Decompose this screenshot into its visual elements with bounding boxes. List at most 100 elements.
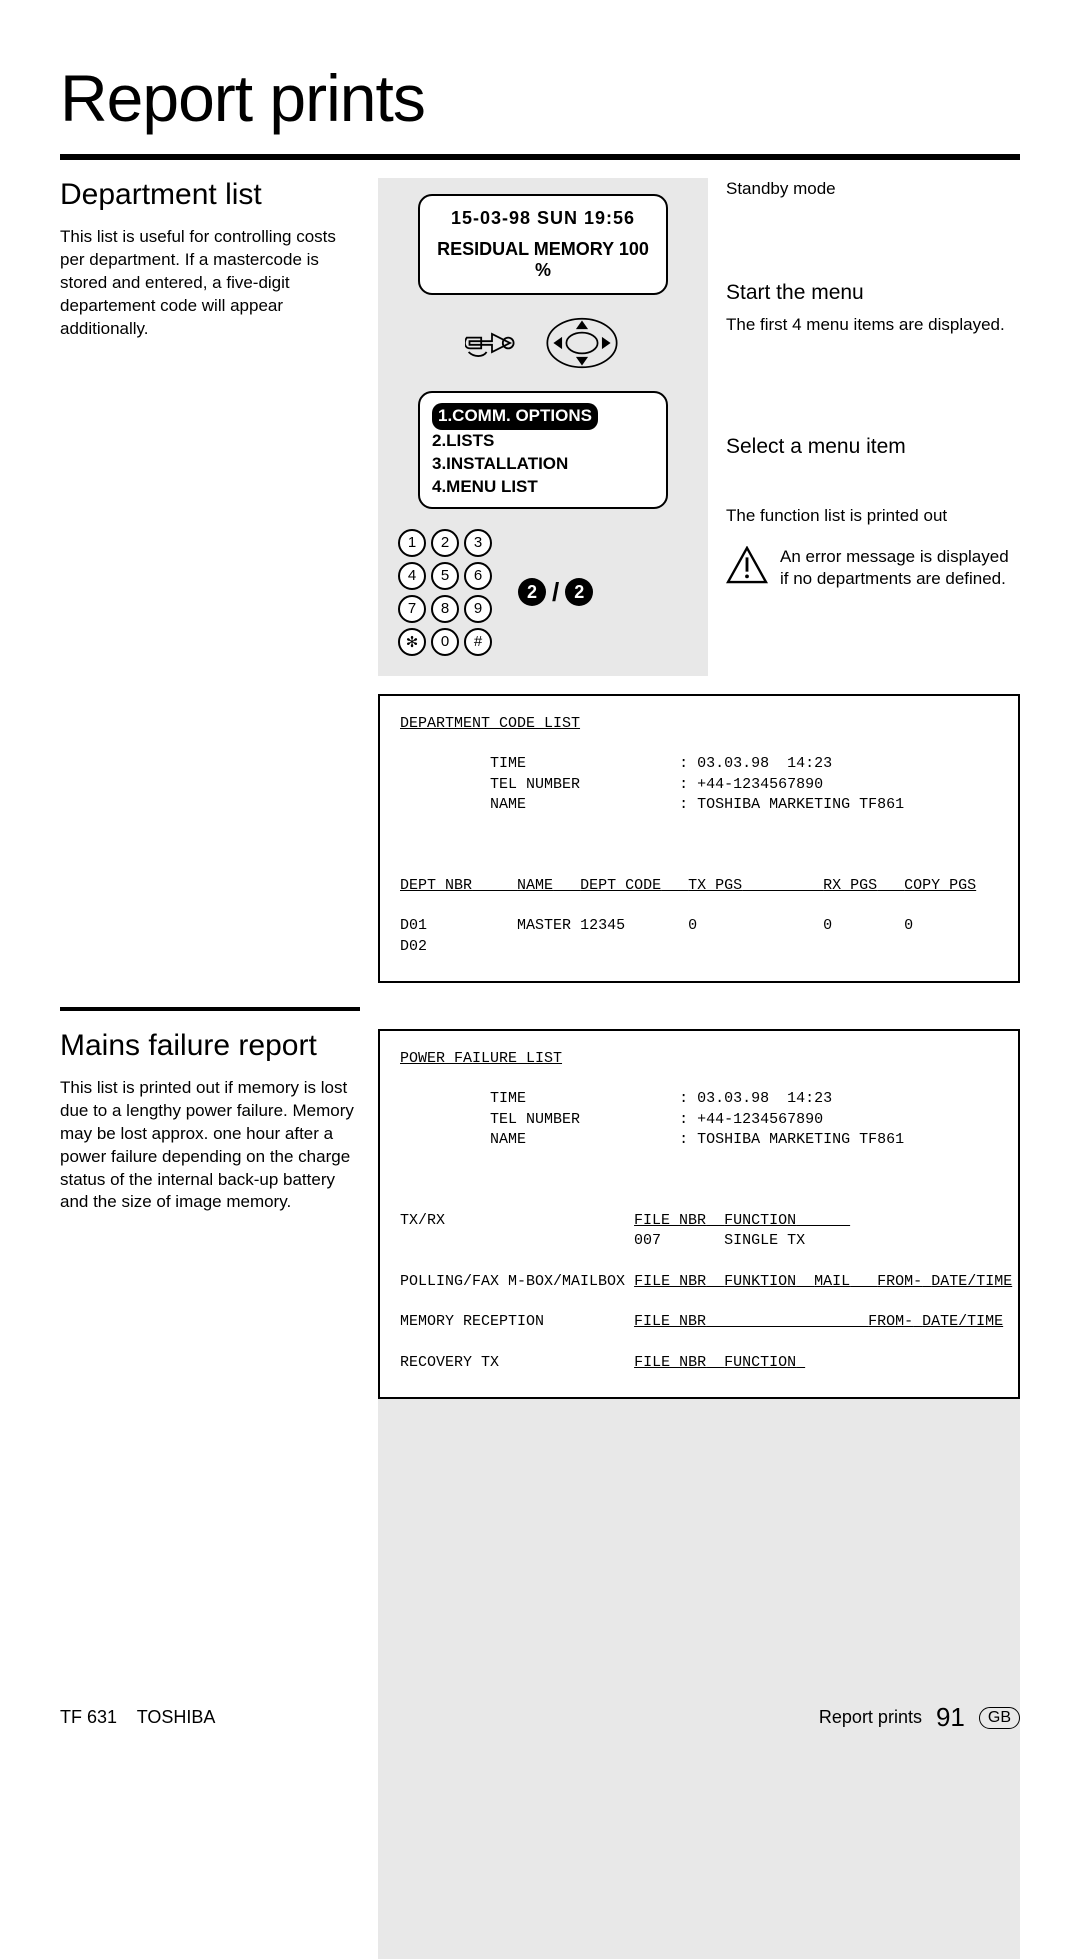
printout-dept-list: DEPARTMENT CODE LIST TIME : 03.03.98 14:…	[378, 694, 1020, 983]
divider-mid	[60, 1007, 360, 1011]
footer-brand: TOSHIBA	[137, 1707, 216, 1727]
start-menu-body: The first 4 menu items are displayed.	[726, 315, 1020, 335]
lcd-line2: RESIDUAL MEMORY 100 %	[434, 239, 652, 281]
footer-locale-badge: GB	[979, 1707, 1020, 1729]
section1-heading: Department list	[60, 178, 360, 212]
p2-r1l: TX/RX	[400, 1212, 445, 1229]
p1-name-v: : TOSHIBA MARKETING TF861	[679, 796, 904, 813]
p2-r2c3: MAIL	[814, 1273, 850, 1290]
keypad-3: 3	[464, 529, 492, 557]
p2-r1c2: FUNCTION	[724, 1212, 796, 1229]
p1-time-v: : 03.03.98 14:23	[679, 755, 832, 772]
p1-title: DEPARTMENT CODE LIST	[400, 715, 580, 732]
keypad: 1 2 3 4 5 6 7 8 9 ✻ 0 #	[398, 529, 492, 656]
p1-r1t: 0	[688, 917, 697, 934]
keypad-hash: #	[464, 628, 492, 656]
footer-model: TF 631	[60, 1707, 117, 1727]
section1-middle: 15-03-98 SUN 19:56 RESIDUAL MEMORY 100 %	[378, 178, 708, 676]
p2-r4c1: FILE NBR	[634, 1354, 706, 1371]
p2-r2c4: FROM-	[877, 1273, 922, 1290]
p2-r4c2: FUNCTION	[724, 1354, 796, 1371]
p1-c2: NAME	[517, 877, 553, 894]
p2-r3c1: FILE NBR	[634, 1313, 706, 1330]
p1-time-l: TIME	[490, 755, 526, 772]
menu-item-1: 1.COMM. OPTIONS	[432, 403, 598, 430]
p2-r2c2: FUNKTION	[724, 1273, 796, 1290]
section1-right: Standby mode Start the menu The first 4 …	[726, 178, 1020, 590]
printout-power-failure: POWER FAILURE LIST TIME : 03.03.98 14:23…	[378, 1029, 1020, 1399]
p1-c3: DEPT CODE	[580, 877, 661, 894]
keypad-0: 0	[431, 628, 459, 656]
keypad-5: 5	[431, 562, 459, 590]
step-num-a: 2	[518, 578, 546, 606]
step-num-b: 2	[565, 578, 593, 606]
section1-left: Department list This list is useful for …	[60, 178, 360, 341]
p1-r1n: MASTER	[517, 917, 571, 934]
p1-r2d: D02	[400, 938, 427, 955]
pointing-hand-icon	[465, 321, 519, 365]
p1-c1: DEPT NBR	[400, 877, 472, 894]
select-item-body: The function list is printed out	[726, 505, 1020, 528]
menu-item-2: 2.LISTS	[432, 431, 494, 450]
p2-r2c1: FILE NBR	[634, 1273, 706, 1290]
p1-c5: RX PGS	[823, 877, 877, 894]
p1-c6: COPY PGS	[904, 877, 976, 894]
section2-heading: Mains failure report	[60, 1029, 360, 1063]
p1-r1r: 0	[823, 917, 832, 934]
p2-time-l: TIME	[490, 1090, 526, 1107]
keypad-8: 8	[431, 595, 459, 623]
select-item-head: Select a menu item	[726, 435, 1020, 459]
p1-r1c: 12345	[580, 917, 625, 934]
dpad-icon	[543, 315, 621, 371]
divider-thick	[60, 154, 1020, 160]
menu-item-4: 4.MENU LIST	[432, 477, 538, 496]
warning-text: An error message is displayed if no depa…	[780, 546, 1020, 590]
p1-tel-v: : +44-1234567890	[679, 776, 823, 793]
p1-r1cp: 0	[904, 917, 913, 934]
printout2-wrap: POWER FAILURE LIST TIME : 03.03.98 14:23…	[378, 1029, 1020, 1959]
p1-c4: TX PGS	[688, 877, 742, 894]
p2-r1v1: 007	[634, 1232, 661, 1249]
p2-name-v: : TOSHIBA MARKETING TF861	[679, 1131, 904, 1148]
section2-left: Mains failure report This list is printe…	[60, 1029, 360, 1215]
gray-fill	[378, 1399, 1020, 1959]
p2-r2c5: DATE/TIME	[931, 1273, 1012, 1290]
keypad-star: ✻	[398, 628, 426, 656]
p1-r1d: D01	[400, 917, 427, 934]
menu-item-3: 3.INSTALLATION	[432, 454, 568, 473]
warning-icon	[726, 546, 768, 584]
lcd-line1: 15-03-98 SUN 19:56	[434, 208, 652, 229]
keypad-4: 4	[398, 562, 426, 590]
lcd-menu: 1.COMM. OPTIONS 2.LISTS 3.INSTALLATION 4…	[418, 391, 668, 509]
footer-page-number: 91	[936, 1702, 965, 1733]
keypad-2: 2	[431, 529, 459, 557]
page-title: Report prints	[60, 60, 1020, 136]
p2-name-l: NAME	[490, 1131, 526, 1148]
p2-r2l: POLLING/FAX M-BOX/MAILBOX	[400, 1273, 625, 1290]
standby-label: Standby mode	[726, 178, 1020, 201]
p2-r3c5: DATE/TIME	[922, 1313, 1003, 1330]
start-menu-head: Start the menu	[726, 281, 1020, 305]
page-footer: TF 631 TOSHIBA Report prints 91 GB	[60, 1702, 1020, 1733]
p1-name-l: NAME	[490, 796, 526, 813]
p2-r3c4: FROM-	[868, 1313, 913, 1330]
p2-time-v: : 03.03.98 14:23	[679, 1090, 832, 1107]
step-sequence: 2 / 2	[518, 577, 593, 608]
keypad-6: 6	[464, 562, 492, 590]
keypad-1: 1	[398, 529, 426, 557]
lcd-standby: 15-03-98 SUN 19:56 RESIDUAL MEMORY 100 %	[418, 194, 668, 295]
step-slash: /	[552, 577, 559, 608]
section2-body: This list is printed out if memory is lo…	[60, 1077, 360, 1215]
keypad-7: 7	[398, 595, 426, 623]
section1-body: This list is useful for controlling cost…	[60, 226, 360, 341]
keypad-9: 9	[464, 595, 492, 623]
p2-r1c1: FILE NBR	[634, 1212, 706, 1229]
p2-title: POWER FAILURE LIST	[400, 1050, 562, 1067]
p2-tel-l: TEL NUMBER	[490, 1111, 580, 1128]
p2-r3l: MEMORY RECEPTION	[400, 1313, 544, 1330]
footer-section: Report prints	[819, 1707, 922, 1728]
p1-tel-l: TEL NUMBER	[490, 776, 580, 793]
p2-r1v2: SINGLE TX	[724, 1232, 805, 1249]
printout1-wrap: DEPARTMENT CODE LIST TIME : 03.03.98 14:…	[378, 694, 1020, 983]
p2-r4l: RECOVERY TX	[400, 1354, 499, 1371]
